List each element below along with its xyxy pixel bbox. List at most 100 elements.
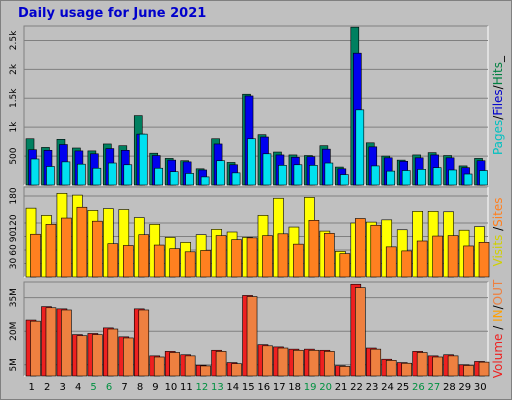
y-tick-label: 30 (9, 258, 19, 270)
legend-part: Hits (491, 62, 505, 85)
bar-out-day-10 (169, 352, 180, 377)
bar-pages-day-1 (30, 158, 40, 186)
x-tick-label: 26 (412, 382, 425, 393)
bar-out-day-7 (123, 337, 134, 377)
bar-sites-day-22 (354, 218, 366, 278)
bar-pages-day-9 (154, 167, 164, 186)
bar-pages-day-13 (216, 160, 225, 186)
bar-out-day-14 (231, 363, 242, 377)
bar-pages-day-17 (278, 165, 287, 186)
bar-pages-day-4 (77, 163, 86, 186)
bar-out-day-20 (324, 351, 335, 377)
legend-part: Files (491, 89, 505, 115)
bar-pages-day-6 (108, 162, 117, 186)
bar-out-day-30 (478, 361, 490, 377)
bar-out-day-17 (277, 347, 289, 377)
x-tick-label: 9 (152, 382, 158, 393)
bar-sites-day-4 (76, 206, 88, 278)
bar-out-day-24 (385, 360, 397, 377)
panel-background (24, 26, 488, 185)
legend-part: / (491, 84, 505, 89)
bar-sites-day-21 (339, 253, 351, 278)
bar-pages-day-29 (463, 173, 473, 186)
bar-sites-day-28 (447, 235, 459, 278)
bar-pages-day-12 (200, 176, 210, 186)
bar-sites-day-26 (416, 240, 428, 278)
bar-out-day-16 (262, 345, 273, 377)
bar-pages-day-23 (370, 165, 380, 186)
bar-out-day-2 (45, 307, 57, 377)
x-tick-label: 10 (165, 382, 178, 393)
panel-border-light (24, 26, 489, 186)
bar-out-day-28 (447, 355, 459, 377)
bar-sites-day-23 (370, 224, 382, 278)
y-tick-label: 180 (9, 187, 19, 204)
y-tick-label: 20M (9, 322, 19, 341)
bar-pages-day-14 (231, 172, 241, 186)
bar-pages-day-18 (293, 164, 303, 186)
bar-out-day-5 (92, 334, 103, 377)
y-tick-label: 90 (9, 231, 19, 243)
y-tick-label: 35M (9, 288, 19, 307)
bar-sites-day-20 (324, 233, 335, 278)
chart-title: Daily usage for June 2021 (18, 6, 207, 21)
legend-part: Sites (491, 198, 505, 227)
y-tick-label: 500 (9, 147, 19, 164)
bar-pages-day-24 (386, 170, 396, 186)
y-tick-label: 2.5k (9, 30, 19, 50)
bar-out-day-3 (61, 309, 72, 377)
bar-sites-day-17 (277, 233, 289, 278)
x-tick-label: 4 (75, 382, 81, 393)
bar-sites-day-11 (184, 251, 196, 278)
bar-pages-day-11 (185, 173, 194, 186)
bar-pages-day-20 (324, 162, 334, 186)
bar-out-day-15 (246, 296, 258, 377)
bar-sites-day-18 (293, 243, 304, 278)
bar-out-day-18 (293, 349, 304, 377)
bar-sites-day-9 (153, 244, 165, 278)
bar-pages-day-21 (340, 174, 349, 186)
panel-border-dark (23, 281, 488, 376)
x-tick-label: 22 (350, 382, 363, 393)
bar-out-day-4 (76, 335, 88, 377)
bar-out-day-1 (30, 320, 41, 377)
bar-pages-day-15 (247, 138, 256, 186)
x-tick-label: 24 (381, 382, 394, 393)
bar-out-day-11 (184, 355, 196, 377)
legend-part: Pages (491, 120, 505, 155)
panel-border-dark (23, 186, 488, 277)
x-tick-label: 2 (44, 382, 50, 393)
x-tick-label: 23 (366, 382, 379, 393)
x-tick-label: 13 (211, 382, 224, 393)
x-tick-label: 27 (427, 382, 440, 393)
x-tick-label: 19 (304, 382, 317, 393)
legend-part: IN (491, 309, 505, 322)
bar-out-day-26 (416, 352, 428, 377)
x-tick-label: 28 (443, 382, 456, 393)
bar-pages-day-7 (123, 164, 133, 186)
bar-out-day-27 (432, 356, 443, 377)
x-tick-label: 20 (319, 382, 332, 393)
bar-pages-day-19 (309, 165, 318, 186)
x-tick-label: 6 (106, 382, 112, 393)
y-tick-label: 2k (9, 63, 19, 75)
bar-pages-day-30 (479, 170, 488, 186)
x-tick-label: 29 (458, 382, 471, 393)
bar-out-day-23 (370, 348, 382, 377)
bar-sites-day-14 (231, 239, 242, 278)
bar-pages-day-27 (432, 167, 442, 186)
bar-sites-day-6 (107, 243, 119, 278)
bar-pages-day-5 (92, 167, 102, 186)
x-tick-label: 15 (242, 382, 255, 393)
bar-out-day-21 (339, 366, 351, 377)
panel-legend-label: Volume / IN/OUT (491, 279, 505, 378)
bar-sites-day-1 (30, 233, 41, 278)
bar-pages-day-2 (46, 166, 55, 186)
legend-part: OUT (491, 279, 505, 305)
bar-out-day-12 (200, 365, 211, 377)
x-tick-label: 18 (288, 382, 301, 393)
y-tick-label: 60 (9, 244, 19, 256)
legend-part: Visits (491, 235, 505, 267)
bar-pages-day-3 (61, 161, 71, 186)
